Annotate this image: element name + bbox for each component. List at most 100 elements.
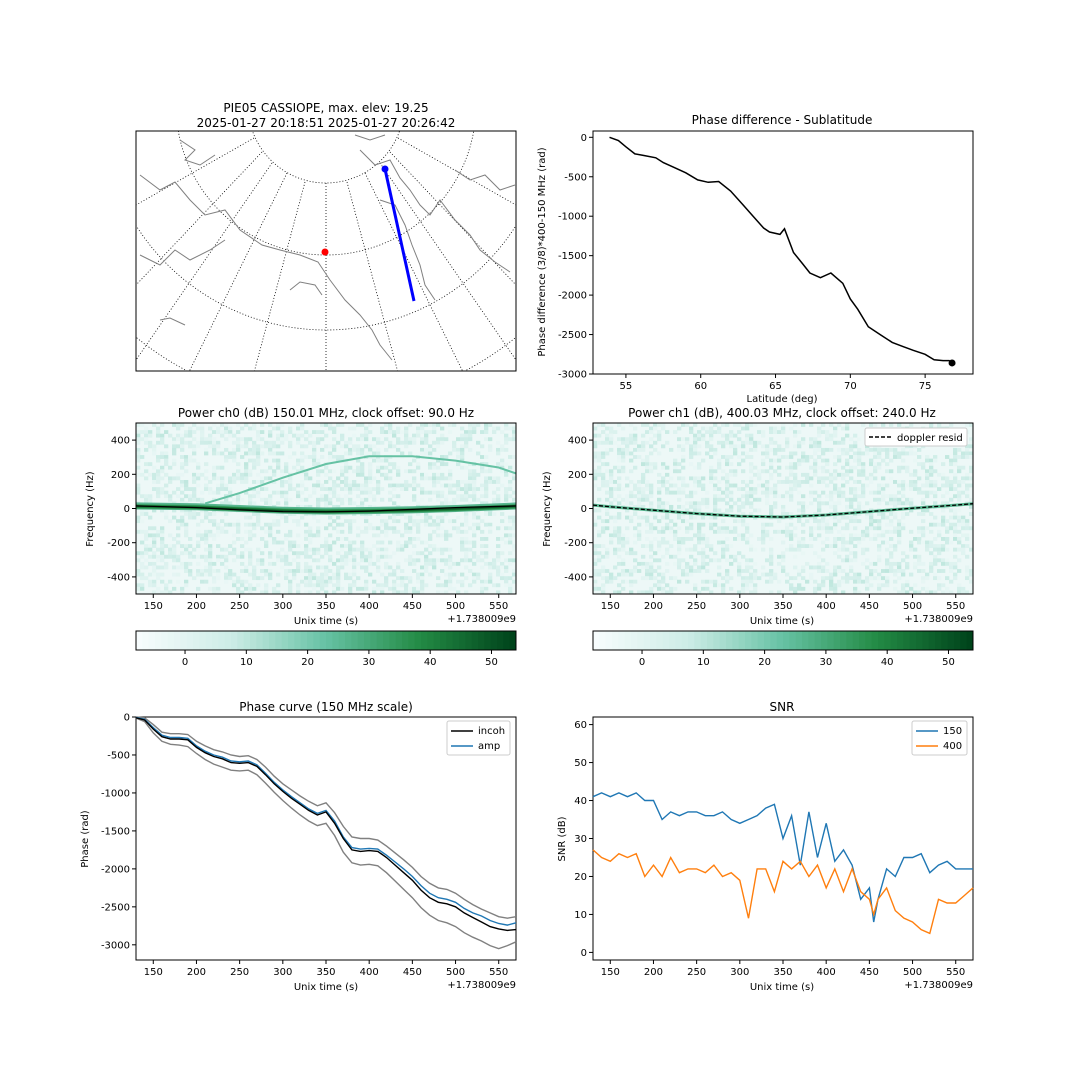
power-ch0-heatmap-cell xyxy=(396,447,401,452)
power-ch0-heatmap-cell xyxy=(284,462,289,467)
power-ch0-xtick-label: 550 xyxy=(489,601,508,612)
power-ch1-heatmap-cell xyxy=(841,451,846,456)
power-ch0-heatmap-cell xyxy=(344,483,349,488)
power-ch1-heatmap-cell xyxy=(809,490,814,495)
power-ch1-heatmap-cell xyxy=(877,487,882,491)
power-ch1-heatmap-cell xyxy=(849,487,854,491)
power-ch1-heatmap-cell xyxy=(841,426,846,431)
power-ch0-heatmap-cell xyxy=(392,430,397,434)
power-ch1-heatmap-cell xyxy=(817,583,822,588)
power-ch1-heatmap-cell xyxy=(593,440,598,445)
coastlines xyxy=(139,134,516,361)
power-ch0-heatmap-cell xyxy=(156,558,161,563)
power-ch1-heatmap-cell xyxy=(657,529,662,534)
power-ch1-heatmap-cell xyxy=(913,451,918,456)
power-ch0-heatmap-cell xyxy=(188,508,193,513)
power-ch1-heatmap-cell xyxy=(809,544,814,548)
power-ch0-heatmap-cell xyxy=(268,569,273,573)
colorbar-segment xyxy=(618,631,626,650)
power-ch0-heatmap-cell xyxy=(432,430,437,434)
power-ch1-heatmap-cell xyxy=(693,447,698,452)
power-ch0-heatmap-cell xyxy=(228,569,233,573)
power-ch1-heatmap-cell xyxy=(621,447,626,452)
power-ch0-heatmap-cell xyxy=(192,554,197,559)
power-ch1-heatmap-cell xyxy=(833,440,838,445)
power-ch1-heatmap-cell xyxy=(933,590,938,595)
power-ch0-heatmap-cell xyxy=(296,554,301,559)
power-ch0-heatmap-cell xyxy=(460,426,465,431)
power-ch0-heatmap-cell xyxy=(276,462,281,467)
power-ch0-heatmap-cell xyxy=(488,529,493,534)
power-ch0-heatmap-cell xyxy=(504,579,509,584)
power-ch0-heatmap-cell xyxy=(268,576,273,581)
power-ch1-heatmap-cell xyxy=(813,451,818,456)
power-ch0-heatmap-cell xyxy=(236,472,241,477)
power-ch1-heatmap-cell xyxy=(929,512,934,516)
power-ch1-heatmap-cell xyxy=(817,526,822,531)
power-ch0-heatmap-cell xyxy=(208,433,213,438)
colorbar-segment xyxy=(935,631,942,650)
power-ch1-heatmap-cell xyxy=(945,558,950,563)
power-ch1-heatmap-cell xyxy=(805,544,810,548)
power-ch0-heatmap-cell xyxy=(156,487,161,491)
power-ch0-panel: Power ch0 (dB) 150.01 MHz, clock offset:… xyxy=(85,406,517,668)
power-ch1-heatmap-cell xyxy=(969,497,974,502)
power-ch0-heatmap-cell xyxy=(368,487,373,491)
power-ch1-heatmap-cell xyxy=(713,487,718,491)
power-ch0-heatmap-cell xyxy=(512,526,517,531)
power-ch0-heatmap-cell xyxy=(368,494,373,499)
power-ch1-heatmap-cell xyxy=(801,437,806,442)
power-ch0-heatmap-cell xyxy=(228,544,233,548)
power-ch0-heatmap-cell xyxy=(316,462,321,467)
power-ch0-heatmap-cell xyxy=(424,437,429,442)
power-ch1-heatmap-cell xyxy=(965,526,970,531)
power-ch0-heatmap-cell xyxy=(300,465,305,470)
power-ch0-heatmap-cell xyxy=(392,515,397,520)
power-ch1-heatmap-cell xyxy=(637,533,642,538)
power-ch0-heatmap-cell xyxy=(192,447,197,452)
power-ch1-heatmap-cell xyxy=(733,558,738,563)
power-ch0-heatmap-cell xyxy=(280,540,285,545)
power-ch0-heatmap-cell xyxy=(316,583,321,588)
power-ch0-heatmap-cell xyxy=(276,529,281,534)
power-ch0-heatmap-cell xyxy=(464,519,469,524)
power-ch0-heatmap-cell xyxy=(208,529,213,534)
power-ch0-heatmap-cell xyxy=(400,512,405,516)
power-ch0-heatmap-cell xyxy=(440,590,445,595)
power-ch0-heatmap-cell xyxy=(296,519,301,524)
power-ch0-heatmap-cell xyxy=(496,551,501,556)
power-ch0-heatmap-cell xyxy=(152,540,157,545)
power-ch1-heatmap-cell xyxy=(817,554,822,559)
power-ch0-ytick-label: -200 xyxy=(107,538,130,549)
power-ch0-heatmap-cell xyxy=(308,583,313,588)
power-ch1-heatmap-cell xyxy=(713,515,718,520)
power-ch1-heatmap-cell xyxy=(825,469,830,474)
power-ch0-heatmap-cell xyxy=(376,558,381,563)
power-ch1-heatmap-cell xyxy=(709,476,714,481)
power-ch0-heatmap-cell xyxy=(276,519,281,524)
power-ch0-heatmap-cell xyxy=(484,483,489,488)
power-ch0-heatmap-cell xyxy=(276,490,281,495)
power-ch1-heatmap-cell xyxy=(625,447,630,452)
power-ch0-heatmap-cell xyxy=(508,551,513,556)
power-ch0-heatmap-cell xyxy=(204,565,209,570)
power-ch1-heatmap-cell xyxy=(933,490,938,495)
power-ch0-heatmap-cell xyxy=(508,583,513,588)
power-ch1-heatmap-cell xyxy=(697,451,702,456)
power-ch1-heatmap-cell xyxy=(741,440,746,445)
power-ch0-heatmap-cell xyxy=(284,558,289,563)
power-ch1-heatmap-cell xyxy=(625,444,630,449)
power-ch0-heatmap-cell xyxy=(232,447,237,452)
colorbar-segment xyxy=(351,631,359,650)
power-ch1-heatmap-cell xyxy=(745,529,750,534)
power-ch0-heatmap-cell xyxy=(492,583,497,588)
power-ch1-heatmap-cell xyxy=(733,433,738,438)
power-ch0-heatmap-cell xyxy=(376,586,381,591)
power-ch1-heatmap-cell xyxy=(721,586,726,591)
power-ch0-heatmap-cell xyxy=(188,458,193,463)
power-ch1-heatmap-cell xyxy=(601,472,606,477)
power-ch0-heatmap-cell xyxy=(212,444,217,449)
power-ch1-heatmap-cell xyxy=(829,529,834,534)
power-ch1-heatmap-cell xyxy=(613,526,618,531)
